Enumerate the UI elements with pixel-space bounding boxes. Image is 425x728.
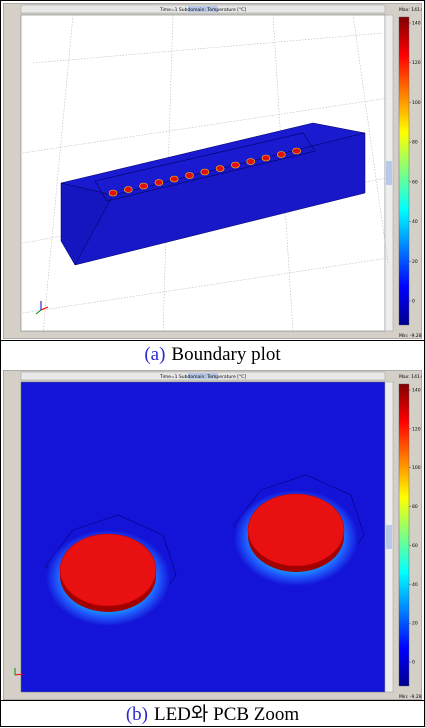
led-top: [60, 534, 156, 606]
min-label: Min: -9.286: [399, 333, 422, 339]
caption: (a) Boundary plot: [1, 340, 424, 368]
colorbar-tick-label: 20: [412, 621, 418, 627]
led-top: [248, 494, 344, 566]
caption-text: Boundary plot: [171, 344, 280, 365]
colorbar-tick-label: 120: [412, 426, 421, 432]
plot-title: Time=1 Subdomain: Temperature [°C]: [159, 374, 247, 380]
led: [293, 148, 301, 154]
scroll-thumb: [386, 161, 392, 185]
colorbar-tick-label: 100: [412, 465, 421, 471]
max-label: Max: 141.605: [399, 7, 422, 13]
colorbar-tick-label: 60: [412, 179, 418, 185]
caption-text: LED와 PCB Zoom: [154, 704, 299, 725]
figure: Time=1 Subdomain: Temperature [°C] Max: 1…: [0, 0, 425, 727]
led: [155, 180, 163, 186]
colorbar-tick-label: 40: [412, 219, 418, 225]
colorbar: [399, 384, 409, 686]
colorbar-tick-label: 140: [412, 21, 421, 27]
colorbar-tick-label: 40: [412, 582, 418, 588]
colorbar-tick-label: 0: [412, 299, 415, 305]
led: [262, 155, 270, 161]
colorbar: [399, 17, 409, 325]
caption-label: (a): [144, 344, 165, 365]
colorbar-tick-label: 0: [412, 660, 415, 666]
led: [109, 190, 117, 196]
colorbar-tick-label: 120: [412, 60, 421, 66]
colorbar-tick-label: 20: [412, 259, 418, 265]
scroll-thumb: [386, 525, 392, 549]
screenshot: Time=1 Subdomain: Temperature [°C] Max: 1…: [3, 370, 422, 700]
led: [247, 159, 255, 165]
led: [216, 166, 224, 172]
colorbar-tick-label: 80: [412, 140, 418, 146]
led: [140, 183, 148, 189]
led: [124, 187, 132, 193]
colorbar-tick-label: 80: [412, 504, 418, 510]
colorbar-tick-label: 140: [412, 388, 421, 394]
caption-label: (b): [126, 704, 148, 725]
colorbar-tick-label: 100: [412, 100, 421, 106]
max-label: Max: 141.687: [399, 374, 422, 380]
led: [201, 169, 209, 175]
led: [277, 152, 285, 158]
led: [170, 176, 178, 182]
led: [231, 162, 239, 168]
screenshot: Time=1 Subdomain: Temperature [°C] Max: 1…: [3, 3, 422, 339]
caption: (b) LED와 PCB Zoom: [1, 700, 424, 728]
led: [186, 173, 194, 179]
colorbar-tick-label: 60: [412, 543, 418, 549]
plot-title: Time=1 Subdomain: Temperature [°C]: [159, 7, 247, 13]
